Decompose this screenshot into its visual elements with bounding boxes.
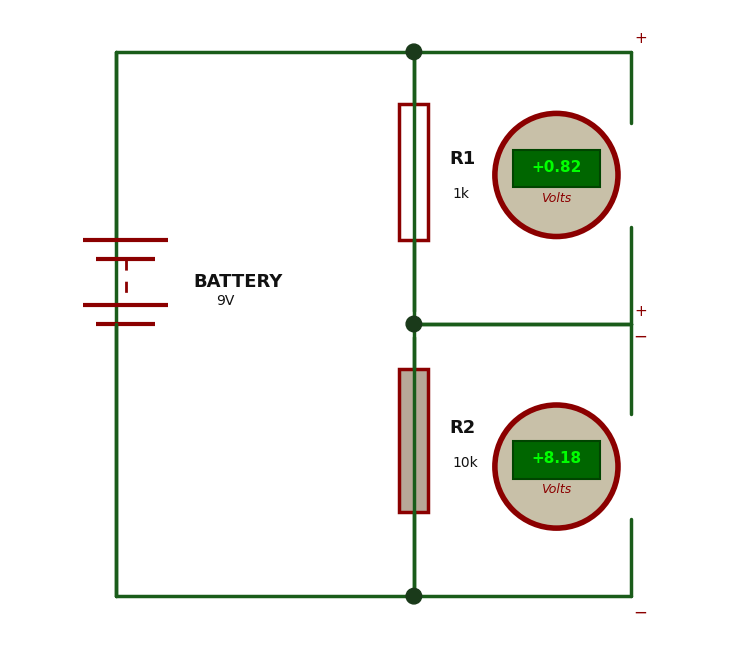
Circle shape	[495, 113, 618, 237]
Circle shape	[406, 44, 422, 60]
Text: BATTERY: BATTERY	[194, 273, 283, 291]
Text: 9V: 9V	[216, 294, 235, 308]
Bar	[399, 104, 428, 240]
FancyBboxPatch shape	[513, 441, 600, 479]
Text: 1k: 1k	[453, 187, 470, 202]
Text: 10k: 10k	[453, 456, 478, 470]
Text: +8.18: +8.18	[532, 451, 581, 467]
Text: Volts: Volts	[542, 192, 572, 205]
Circle shape	[406, 316, 422, 332]
Circle shape	[406, 588, 422, 604]
Bar	[399, 369, 428, 512]
Text: −: −	[634, 328, 647, 346]
Text: R2: R2	[449, 419, 476, 437]
Text: +: +	[634, 303, 647, 319]
Text: +0.82: +0.82	[531, 159, 582, 175]
Text: R1: R1	[449, 150, 476, 168]
Text: Volts: Volts	[542, 483, 572, 496]
Text: +: +	[634, 31, 647, 47]
Text: −: −	[634, 603, 647, 621]
Circle shape	[495, 405, 618, 528]
FancyBboxPatch shape	[513, 150, 600, 187]
